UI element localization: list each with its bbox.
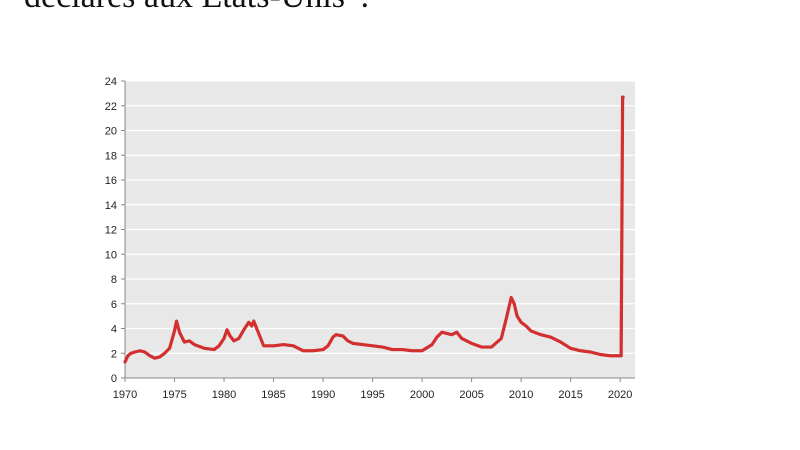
x-tick-label: 2020 bbox=[608, 389, 632, 401]
x-tick-label: 1990 bbox=[311, 389, 335, 401]
y-tick-label: 14 bbox=[105, 200, 117, 212]
y-tick-label: 22 bbox=[105, 101, 117, 113]
series-line bbox=[123, 95, 625, 364]
x-tick-label: 2010 bbox=[509, 389, 533, 401]
y-tick-label: 6 bbox=[111, 299, 117, 311]
y-tick-label: 4 bbox=[111, 324, 117, 336]
x-axis-ticks: 1970 1975 1980 1985 1990 1995 2000 2005 2010 2015… bbox=[113, 378, 632, 401]
y-tick-label: 18 bbox=[105, 150, 117, 162]
y-tick-label: 0 bbox=[111, 373, 117, 385]
x-tick-label: 1980 bbox=[212, 389, 236, 401]
x-tick-label: 1970 bbox=[113, 389, 137, 401]
x-tick-label: 2005 bbox=[459, 389, 483, 401]
x-tick-label: 1975 bbox=[162, 389, 186, 401]
x-tick-label: 1995 bbox=[360, 389, 384, 401]
y-tick-label: 16 bbox=[105, 175, 117, 187]
slide-title: déclarés aux Etats-Unis”: bbox=[24, 0, 370, 16]
y-tick-label: 10 bbox=[105, 249, 117, 261]
x-tick-label: 2015 bbox=[558, 389, 582, 401]
y-tick-label: 20 bbox=[105, 126, 117, 138]
y-tick-label: 8 bbox=[111, 274, 117, 286]
x-tick-label: 1985 bbox=[261, 389, 285, 401]
y-tick-label: 24 bbox=[105, 76, 117, 88]
y-tick-label: 12 bbox=[105, 225, 117, 237]
gridlines bbox=[125, 80, 635, 354]
x-tick-label: 2000 bbox=[410, 389, 434, 401]
y-tick-label: 2 bbox=[111, 348, 117, 360]
